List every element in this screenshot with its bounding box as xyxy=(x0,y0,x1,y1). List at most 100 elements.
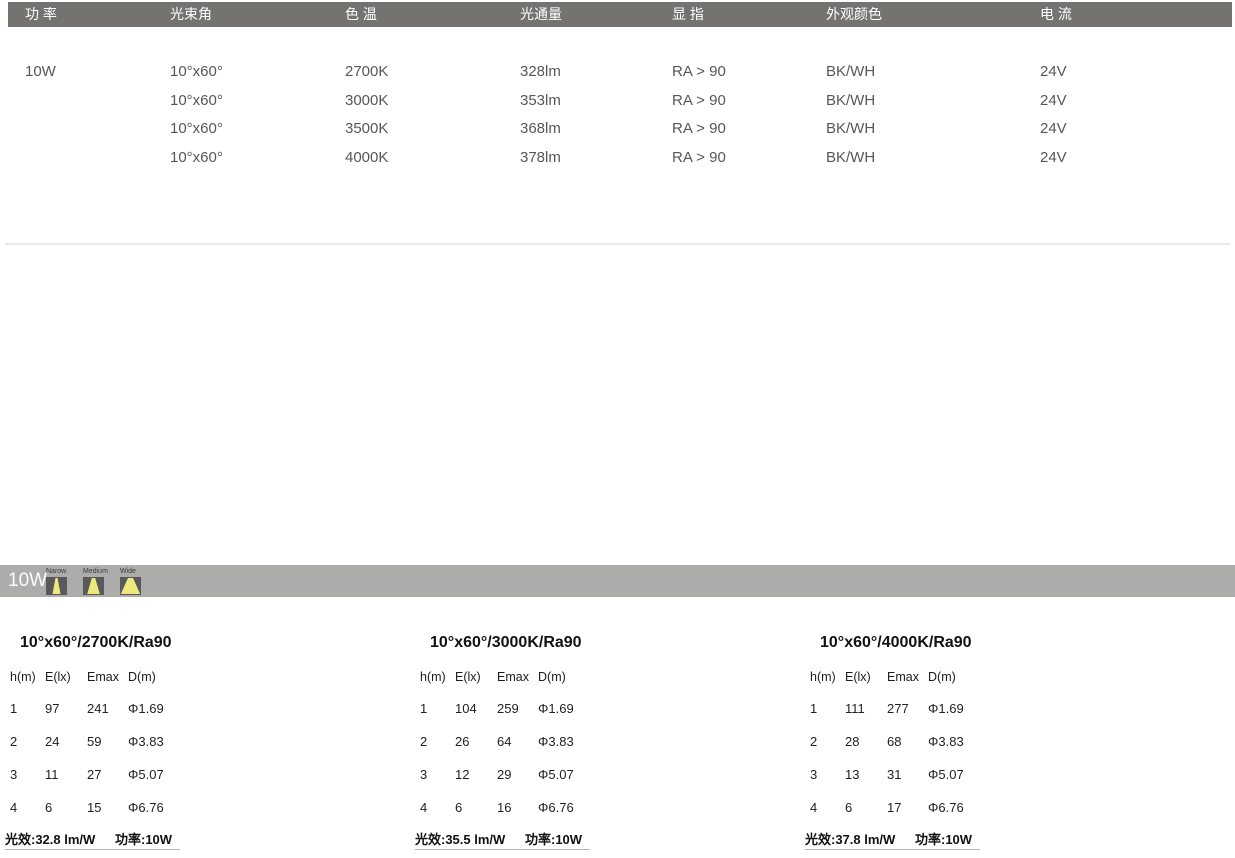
cell-diameter: Φ3.83 xyxy=(128,734,164,749)
spec-col-header-power: 功 率 xyxy=(25,6,57,22)
cell-height: 3 xyxy=(810,767,818,782)
efficacy-value: 光效:35.5 lm/W xyxy=(415,832,506,847)
col-header-emax: Emax xyxy=(497,670,529,684)
table-footer: 光效:35.5 lm/W 功率:10W xyxy=(415,829,582,848)
cell-height: 4 xyxy=(810,800,818,815)
spec-col-header-lumen: 光通量 xyxy=(520,6,562,22)
cell-diameter: Φ6.76 xyxy=(928,800,964,815)
footer-underline xyxy=(805,849,980,850)
cell-emax: 68 xyxy=(887,734,902,749)
spec-cell-current: 24V xyxy=(1040,92,1067,109)
spec-cell-current: 24V xyxy=(1040,120,1067,137)
cell-emax: 259 xyxy=(497,701,519,716)
col-header-diameter: D(m) xyxy=(128,670,156,684)
spec-col-header-beam-angle: 光束角 xyxy=(170,6,212,22)
power-beam-bar: 10W Narow Medium Wide xyxy=(0,565,1235,597)
spec-cell-finish: BK/WH xyxy=(826,149,876,166)
cell-lux: 6 xyxy=(845,800,853,815)
section-divider xyxy=(5,243,1230,245)
photometric-table-3000k: 10°x60°/3000K/Ra90 h(m) E(lx) Emax D(m) … xyxy=(415,610,665,858)
cell-lux: 26 xyxy=(455,734,470,749)
spec-cell-cri: RA > 90 xyxy=(672,120,726,137)
photometric-table-title: 10°x60°/4000K/Ra90 xyxy=(820,634,972,651)
medium-beam-icon xyxy=(83,577,104,595)
spec-cell-beam: 10°x60° xyxy=(170,149,223,166)
photometric-table-title: 10°x60°/2700K/Ra90 xyxy=(20,634,172,651)
spec-cell-current: 24V xyxy=(1040,63,1067,80)
spec-cell-finish: BK/WH xyxy=(826,120,876,137)
efficacy-value: 光效:37.8 lm/W xyxy=(805,832,896,847)
cell-emax: 31 xyxy=(887,767,902,782)
cell-lux: 6 xyxy=(45,800,53,815)
cell-lux: 104 xyxy=(455,701,477,716)
spec-cell-lumen: 328lm xyxy=(520,63,561,80)
spec-cell-cri: RA > 90 xyxy=(672,92,726,109)
beam-label-wide: Wide xyxy=(120,568,136,575)
spec-cell-finish: BK/WH xyxy=(826,92,876,109)
cell-lux: 11 xyxy=(45,767,59,782)
cell-diameter: Φ5.07 xyxy=(538,767,574,782)
spec-table-row: 10W 10°x60° 2700K 328lm RA > 90 BK/WH 24… xyxy=(0,61,1235,83)
spec-table-header-bar: 功 率 光束角 色 温 光通量 显 指 外观颜色 电 流 xyxy=(8,2,1232,27)
cell-height: 1 xyxy=(10,701,18,716)
cell-emax: 17 xyxy=(887,800,902,815)
cell-emax: 59 xyxy=(87,734,102,749)
spec-col-header-cri: 显 指 xyxy=(672,6,704,22)
wide-beam-icon xyxy=(120,577,141,595)
spec-cell-cct: 3000K xyxy=(345,92,389,109)
col-header-height: h(m) xyxy=(810,670,836,684)
spec-cell-lumen: 378lm xyxy=(520,149,561,166)
cell-height: 4 xyxy=(420,800,428,815)
photometric-table-2700k: 10°x60°/2700K/Ra90 h(m) E(lx) Emax D(m) … xyxy=(5,610,255,858)
cell-lux: 24 xyxy=(45,734,60,749)
spec-cell-power: 10W xyxy=(25,63,56,80)
power-value: 功率:10W xyxy=(525,832,583,847)
cell-lux: 97 xyxy=(45,701,60,716)
cell-diameter: Φ3.83 xyxy=(538,734,574,749)
cell-emax: 16 xyxy=(497,800,512,815)
col-header-lux: E(lx) xyxy=(455,670,481,684)
power-value: 功率:10W xyxy=(915,832,973,847)
cell-height: 1 xyxy=(810,701,818,716)
cell-diameter: Φ5.07 xyxy=(128,767,164,782)
spec-table-row: 10°x60° 3000K 353lm RA > 90 BK/WH 24V xyxy=(0,90,1235,112)
col-header-diameter: D(m) xyxy=(928,670,956,684)
cell-lux: 28 xyxy=(845,734,860,749)
spec-cell-beam: 10°x60° xyxy=(170,92,223,109)
spec-cell-cri: RA > 90 xyxy=(672,63,726,80)
cell-height: 1 xyxy=(420,701,428,716)
cell-height: 3 xyxy=(420,767,428,782)
spec-cell-cri: RA > 90 xyxy=(672,149,726,166)
spec-cell-lumen: 353lm xyxy=(520,92,561,109)
cell-lux: 12 xyxy=(455,767,470,782)
spec-cell-cct: 2700K xyxy=(345,63,389,80)
col-header-emax: Emax xyxy=(87,670,119,684)
spec-cell-cct: 3500K xyxy=(345,120,389,137)
power-value: 功率:10W xyxy=(115,832,173,847)
beam-option-narrow: Narow xyxy=(46,567,72,595)
col-header-height: h(m) xyxy=(420,670,446,684)
cell-emax: 241 xyxy=(87,701,109,716)
cell-diameter: Φ3.83 xyxy=(928,734,964,749)
photometric-table-title: 10°x60°/3000K/Ra90 xyxy=(430,634,582,651)
spec-cell-beam: 10°x60° xyxy=(170,120,223,137)
spec-col-header-finish: 外观颜色 xyxy=(826,6,882,22)
beam-option-wide: Wide xyxy=(120,567,146,595)
spec-col-header-current: 电 流 xyxy=(1040,6,1072,22)
cell-height: 2 xyxy=(810,734,818,749)
table-footer: 光效:32.8 lm/W 功率:10W xyxy=(5,829,172,848)
cell-emax: 27 xyxy=(87,767,102,782)
table-footer: 光效:37.8 lm/W 功率:10W xyxy=(805,829,972,848)
beam-label-medium: Medium xyxy=(83,568,108,575)
cell-diameter: Φ6.76 xyxy=(538,800,574,815)
cell-lux: 6 xyxy=(455,800,463,815)
footer-underline xyxy=(415,849,590,850)
spec-cell-finish: BK/WH xyxy=(826,63,876,80)
beam-label-narrow: Narow xyxy=(46,568,67,575)
cell-lux: 13 xyxy=(845,767,860,782)
cell-diameter: Φ6.76 xyxy=(128,800,164,815)
cell-height: 2 xyxy=(10,734,18,749)
narrow-beam-icon xyxy=(46,577,67,595)
cell-emax: 29 xyxy=(497,767,512,782)
